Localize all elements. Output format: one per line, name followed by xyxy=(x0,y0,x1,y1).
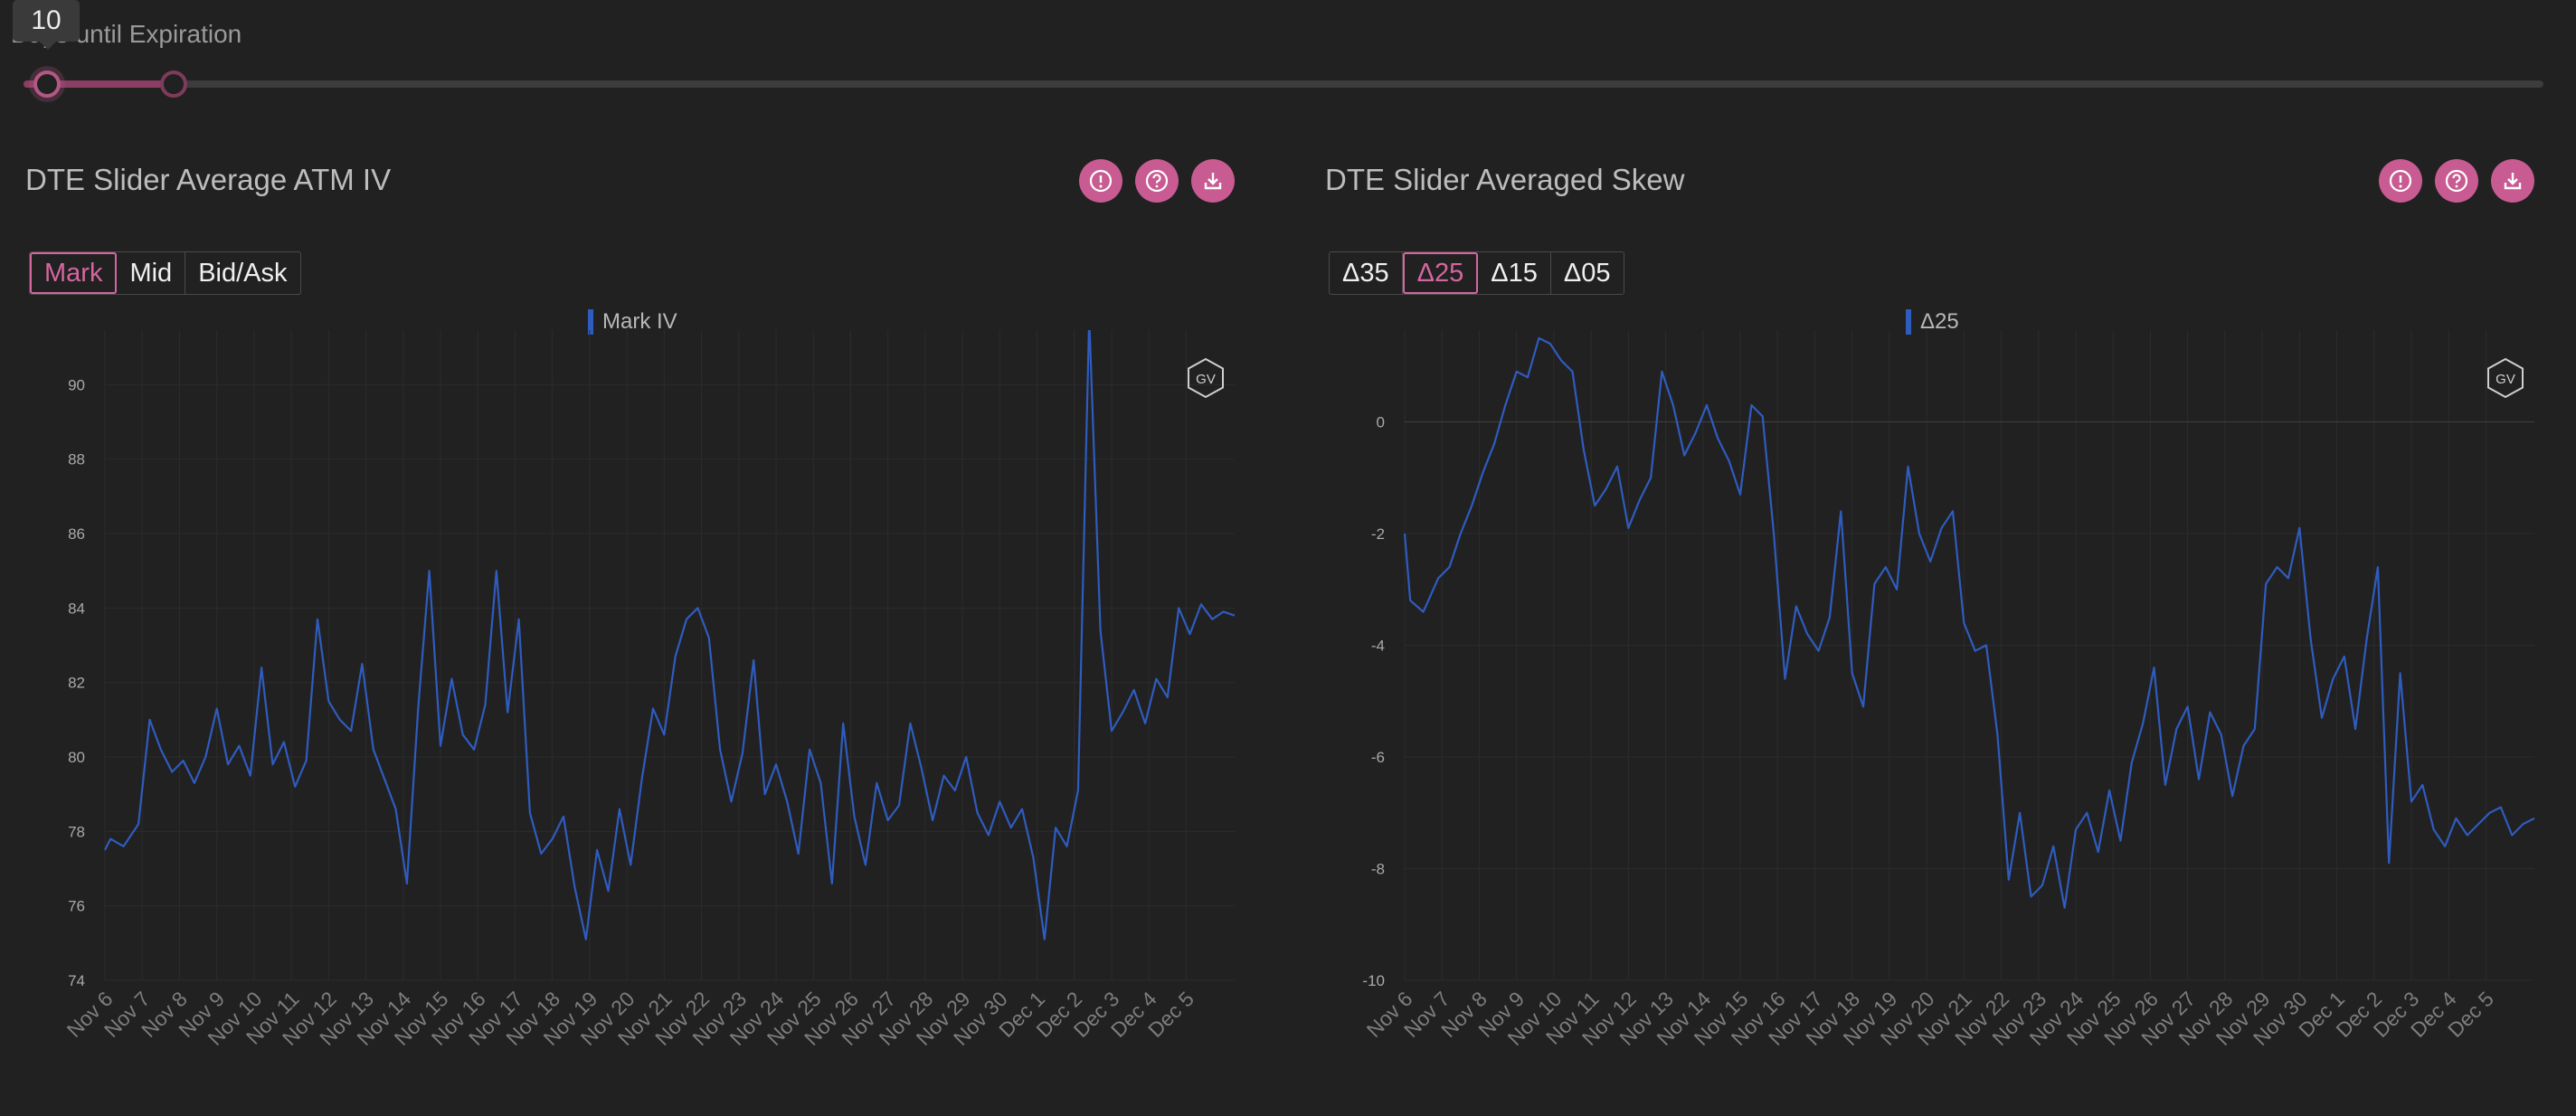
skew-panel: DTE Slider Averaged Skew Δ35 Δ25 Δ15 Δ05… xyxy=(1325,145,2573,1116)
y-tick-label: 82 xyxy=(68,675,85,692)
legend-swatch xyxy=(1906,309,1911,335)
delta-05-button[interactable]: Δ05 xyxy=(1563,258,1611,288)
alert-icon xyxy=(1089,169,1113,193)
panel-title: DTE Slider Average ATM IV xyxy=(25,163,392,196)
delta-35-button[interactable]: Δ35 xyxy=(1330,252,1403,294)
gv-logo: GV xyxy=(1188,357,1224,399)
question-icon xyxy=(1145,169,1169,193)
delta-25-button[interactable]: Δ25 xyxy=(1402,252,1479,294)
alert-icon xyxy=(2389,169,2412,193)
download-icon xyxy=(1204,173,1222,190)
price-type-toggle: Mark Mid Bid/Ask xyxy=(29,251,301,295)
info-button[interactable] xyxy=(1079,159,1122,203)
gv-logo-text: GV xyxy=(1196,372,1216,387)
gv-logo: GV xyxy=(2487,357,2524,399)
slider-tooltip: 10 xyxy=(13,0,80,50)
y-tick-label: -10 xyxy=(1362,972,1385,989)
y-tick-label: 90 xyxy=(68,376,85,393)
download-button[interactable] xyxy=(2491,159,2534,203)
y-tick-label: 76 xyxy=(68,898,85,915)
mid-button[interactable]: Mid xyxy=(117,252,186,294)
panel-title: DTE Slider Averaged Skew xyxy=(1325,163,1685,196)
y-tick-label: -4 xyxy=(1371,638,1385,655)
y-tick-label: 0 xyxy=(1377,414,1385,431)
atm-iv-panel: DTE Slider Average ATM IV Mark Mid Bid/A… xyxy=(25,145,1274,1116)
bid-ask-button[interactable]: Bid/Ask xyxy=(198,258,288,288)
delta-15-button[interactable]: Δ15 xyxy=(1478,252,1551,294)
y-tick-label: 86 xyxy=(68,525,85,543)
slider-handle-low[interactable] xyxy=(33,71,61,98)
slider-fill xyxy=(24,80,174,88)
help-button[interactable] xyxy=(2435,159,2478,203)
download-icon xyxy=(2504,173,2522,190)
mark-button[interactable]: Mark xyxy=(30,252,118,294)
download-button[interactable] xyxy=(1191,159,1235,203)
slider-handle-high[interactable] xyxy=(160,71,187,98)
y-tick-label: -2 xyxy=(1371,525,1385,543)
y-tick-label: 84 xyxy=(68,600,85,617)
help-button[interactable] xyxy=(1135,159,1179,203)
y-tick-label: 80 xyxy=(68,749,85,766)
chart-legend[interactable]: Mark IV xyxy=(588,309,677,335)
question-icon xyxy=(2445,169,2468,193)
legend-swatch xyxy=(588,309,593,335)
y-tick-label: -6 xyxy=(1371,749,1385,766)
series-line xyxy=(104,330,1236,941)
info-button[interactable] xyxy=(2379,159,2422,203)
y-tick-label: 88 xyxy=(68,451,85,468)
y-tick-label: -8 xyxy=(1371,861,1385,878)
legend-label: Mark IV xyxy=(602,309,677,334)
y-tick-label: 78 xyxy=(68,823,85,840)
series-line xyxy=(1403,336,2535,909)
delta-toggle: Δ35 Δ25 Δ15 Δ05 xyxy=(1329,251,1624,295)
gv-logo-text: GV xyxy=(2496,372,2515,387)
y-tick-label: 74 xyxy=(68,972,85,989)
slider-track[interactable] xyxy=(24,80,2543,88)
